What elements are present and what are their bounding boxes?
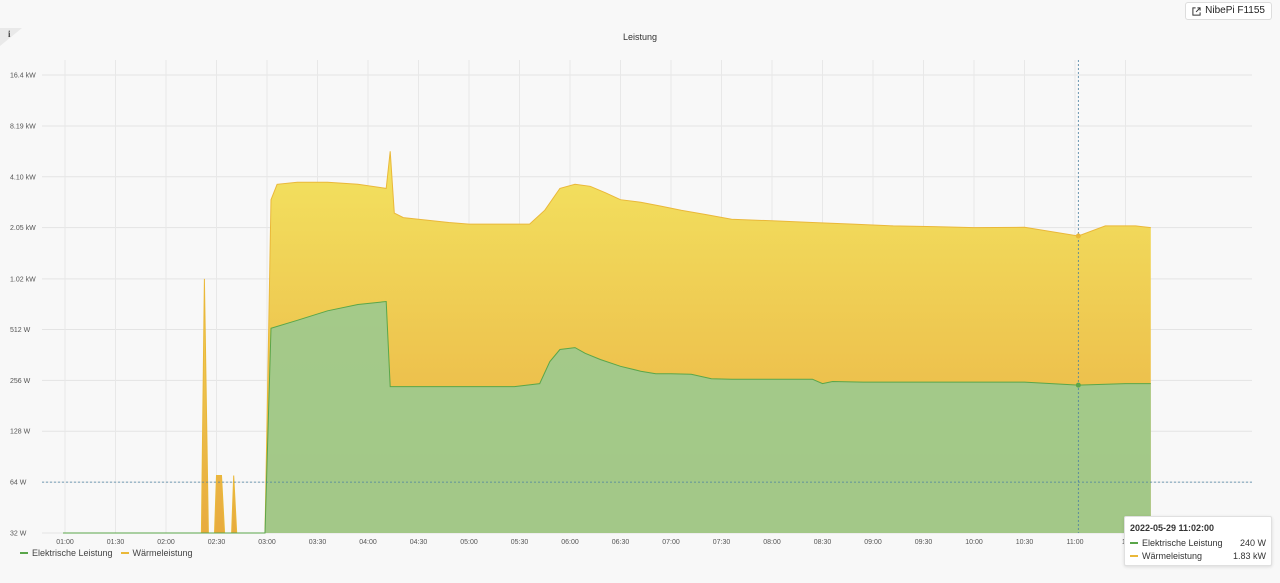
y-tick-label: 512 W bbox=[10, 327, 31, 334]
x-tick-label: 07:00 bbox=[662, 539, 680, 546]
legend-label: Wärmeleistung bbox=[132, 548, 193, 558]
x-tick-label: 11:00 bbox=[1067, 539, 1084, 546]
y-tick-label: 8.19 kW bbox=[10, 123, 36, 130]
x-tick-label: 06:00 bbox=[561, 539, 579, 546]
legend-swatch-green bbox=[20, 552, 28, 554]
x-tick-label: 03:30 bbox=[309, 539, 327, 546]
chart-tooltip: 2022-05-29 11:02:00 Elektrische Leistung… bbox=[1124, 516, 1272, 566]
x-tick-label: 08:30 bbox=[814, 539, 832, 546]
x-tick-label: 02:30 bbox=[208, 539, 226, 546]
tooltip-series-name: Wärmeleistung bbox=[1142, 550, 1203, 561]
y-tick-label: 32 W bbox=[10, 531, 27, 538]
tooltip-series-value: 240 W bbox=[1239, 537, 1266, 548]
x-tick-label: 10:00 bbox=[965, 539, 983, 546]
y-tick-label: 64 W bbox=[10, 480, 27, 487]
x-tick-label: 09:30 bbox=[915, 539, 933, 546]
tooltip-time: 2022-05-29 11:02:00 bbox=[1130, 523, 1215, 533]
legend-label: Elektrische Leistung bbox=[32, 548, 113, 558]
x-tick-label: 09:00 bbox=[864, 539, 882, 546]
hover-point-elektrische-leistung bbox=[1075, 382, 1081, 388]
x-tick-label: 05:00 bbox=[460, 539, 478, 546]
y-tick-label: 1.02 kW bbox=[10, 276, 36, 283]
tooltip-swatch-yellow bbox=[1130, 554, 1138, 557]
x-tick-label: 03:00 bbox=[258, 539, 276, 546]
y-tick-label: 128 W bbox=[10, 429, 31, 436]
tooltip-row: Wärmeleistung 1.83 kW bbox=[1130, 549, 1266, 562]
tooltip-row: Elektrische Leistung 240 W bbox=[1130, 536, 1266, 549]
y-tick-label: 256 W bbox=[10, 378, 31, 385]
x-tick-label: 10:30 bbox=[1016, 539, 1034, 546]
external-link-icon bbox=[1192, 6, 1201, 16]
y-tick-label: 2.05 kW bbox=[10, 225, 36, 232]
tooltip-swatch-green bbox=[1130, 541, 1138, 544]
x-tick-label: 05:30 bbox=[511, 539, 529, 546]
legend-item-waermeleistung[interactable]: Wärmeleistung bbox=[120, 548, 193, 558]
nibepi-link-label: NibePi F1155 bbox=[1205, 5, 1265, 16]
x-tick-label: 08:00 bbox=[763, 539, 781, 546]
info-icon: i bbox=[0, 28, 22, 46]
legend-item-elektrische-leistung[interactable]: Elektrische Leistung bbox=[20, 548, 113, 558]
x-tick-label: 01:00 bbox=[56, 539, 74, 546]
x-tick-label: 01:30 bbox=[107, 539, 125, 546]
x-tick-label: 04:00 bbox=[359, 539, 377, 546]
y-tick-label: 16.4 kW bbox=[10, 73, 36, 80]
hover-point-waermeleistung bbox=[1075, 233, 1081, 239]
x-tick-label: 04:30 bbox=[410, 539, 428, 546]
chart-legend: Elektrische Leistung Wärmeleistung bbox=[20, 548, 193, 558]
info-corner-badge[interactable]: i bbox=[0, 28, 22, 46]
legend-swatch-yellow bbox=[120, 552, 129, 554]
chart-title: Leistung bbox=[622, 32, 658, 42]
nibepi-link-button[interactable]: NibePi F1155 bbox=[1185, 2, 1272, 20]
tooltip-series-value: 1.83 kW bbox=[1232, 550, 1266, 561]
series-line-elektrische-leistung bbox=[63, 300, 1151, 534]
series-area-elektrische-leistung bbox=[63, 301, 1151, 533]
svg-text:i: i bbox=[8, 29, 11, 39]
x-tick-label: 06:30 bbox=[612, 539, 630, 546]
y-tick-label: 4.10 kW bbox=[10, 174, 36, 181]
x-tick-label: 02:00 bbox=[157, 539, 175, 546]
tooltip-series-name: Elektrische Leistung bbox=[1142, 537, 1223, 548]
x-tick-label: 07:30 bbox=[713, 539, 731, 546]
